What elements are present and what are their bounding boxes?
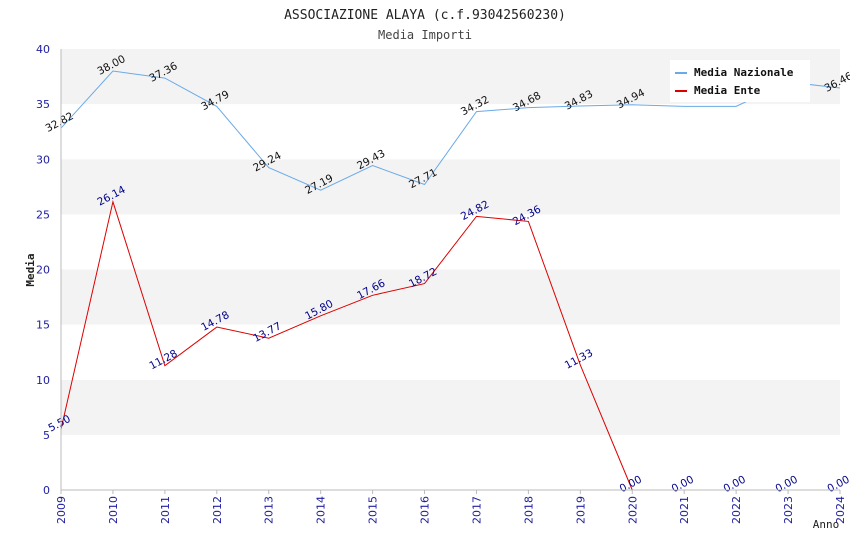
y-axis-label: Media [24,253,37,286]
y-tick-label: 0 [43,484,50,497]
x-tick-label: 2011 [159,496,172,524]
y-tick-label: 40 [36,43,50,56]
chart-subtitle: Media Importi [378,28,472,42]
x-axis-label: Anno [813,518,840,531]
grid-bands [61,49,840,490]
legend-label-ente: Media Ente [694,84,761,97]
grid-band [61,269,840,325]
y-tick-label: 30 [36,153,50,166]
grid-band [61,214,840,270]
grid-band [61,434,840,490]
legend-box [670,60,810,102]
grid-band [61,104,840,160]
x-tick-label: 2010 [107,496,120,524]
x-axis-ticks: 2009 2010 2011 2012 2013 2014 2015 2016 2017 2018… [55,490,847,524]
x-tick-label: 2012 [211,496,224,524]
x-tick-label: 2013 [263,496,276,524]
y-tick-label: 20 [36,264,50,277]
x-tick-label: 2009 [55,496,68,524]
y-tick-label: 5 [43,429,50,442]
grid-band [61,159,840,215]
y-tick-label: 15 [36,319,50,332]
series-line-ente [60,199,633,491]
legend-label-nazionale: Media Nazionale [694,66,794,79]
x-tick-label: 2020 [626,496,639,524]
x-tick-label: 2023 [782,496,795,524]
x-tick-label: 2024 [834,496,847,524]
x-tick-label: 2015 [367,496,380,524]
x-tick-label: 2016 [419,496,432,524]
series-lines [60,70,841,491]
y-axis-ticks: 0 5 10 15 20 25 30 35 40 [36,43,50,497]
y-tick-label: 10 [36,374,50,387]
legend: Media Nazionale Media Ente [670,60,810,102]
x-tick-label: 2022 [730,496,743,524]
x-tick-label: 2014 [315,496,328,524]
chart-title: ASSOCIAZIONE ALAYA (c.f.93042560230) [284,8,566,23]
y-tick-label: 25 [36,208,50,221]
x-tick-label: 2019 [574,496,587,524]
series-line-nazionale [60,70,841,191]
x-tick-label: 2017 [470,496,483,524]
y-tick-label: 35 [36,98,50,111]
grid-band [61,324,840,380]
grid-band [61,379,840,435]
x-tick-label: 2018 [522,496,535,524]
x-tick-label: 2021 [678,496,691,524]
